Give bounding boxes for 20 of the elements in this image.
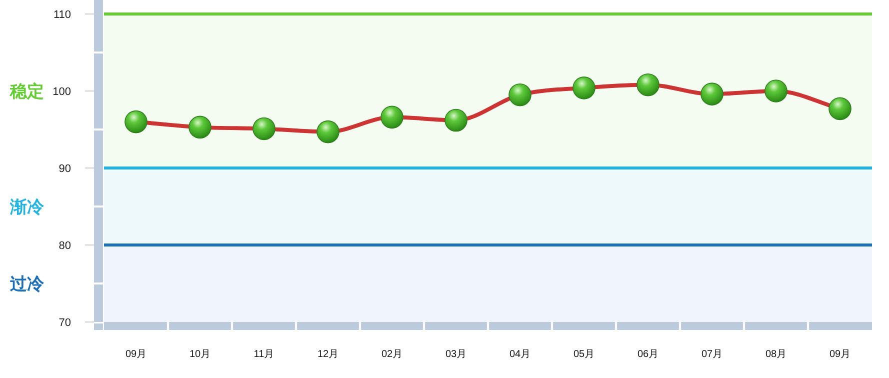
x-tick-label: 09月 [829, 349, 851, 360]
x-tick-label: 12月 [317, 349, 339, 360]
x-tick-label: 09月 [125, 349, 147, 360]
y-tick-label: 70 [58, 317, 71, 329]
band-label: 渐冷 [9, 198, 45, 216]
y-tick-label: 80 [58, 240, 71, 252]
y-tick-label: 110 [53, 9, 71, 21]
x-tick-label: 11月 [254, 349, 274, 360]
band-label: 稳定 [9, 82, 44, 101]
x-tick-label: 03月 [445, 349, 467, 360]
x-tick-label: 02月 [381, 349, 403, 360]
band-label: 过冷 [9, 274, 45, 294]
x-tick-label: 10月 [189, 349, 211, 360]
x-tick-label: 08月 [765, 349, 787, 360]
y-tick-label: 100 [52, 86, 71, 98]
y-tick-label: 90 [58, 163, 71, 175]
x-tick-label: 06月 [637, 349, 659, 360]
x-tick-label: 05月 [573, 349, 595, 360]
x-tick-label: 07月 [701, 349, 723, 360]
x-tick-label: 04月 [509, 349, 531, 360]
